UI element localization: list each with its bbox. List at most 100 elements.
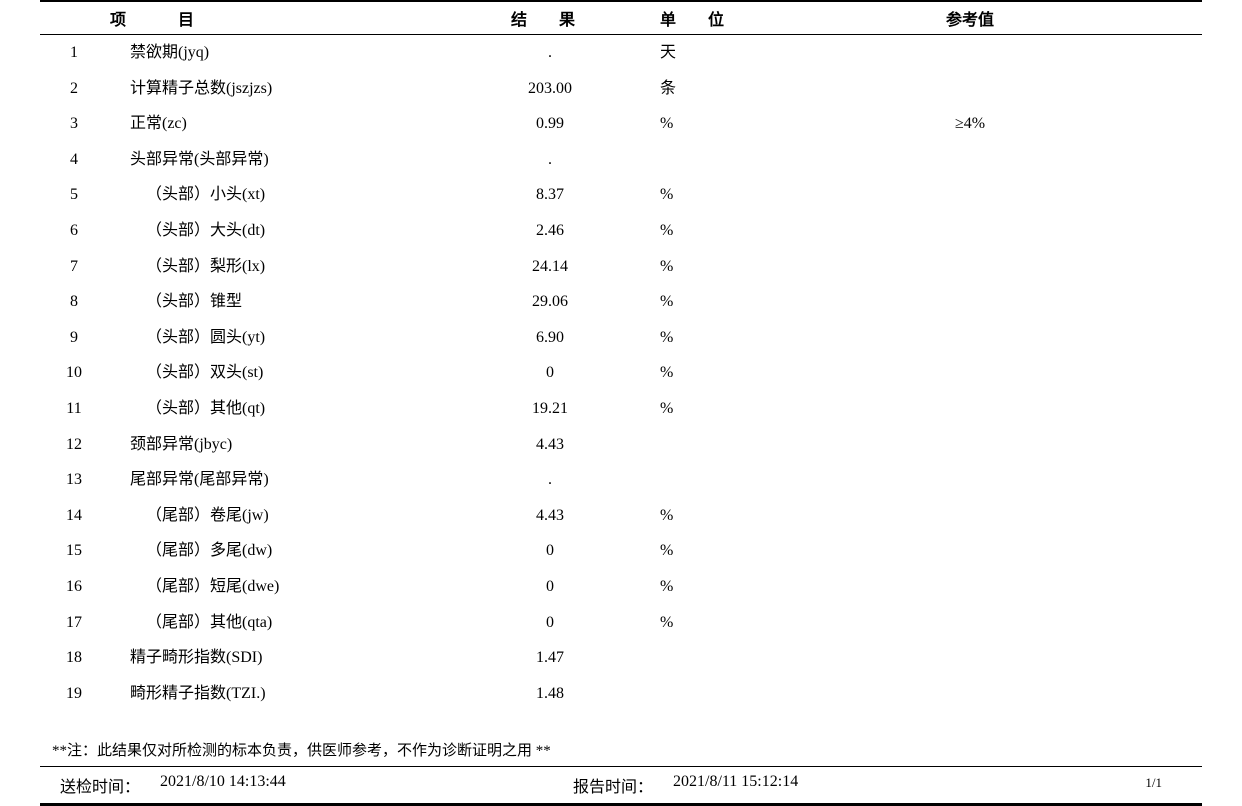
row-reference xyxy=(820,218,1120,244)
row-result: 19.21 xyxy=(440,396,660,422)
row-item: （头部）锥型 xyxy=(100,289,440,315)
header-item: 项 目 xyxy=(100,6,440,30)
row-index: 3 xyxy=(40,111,100,137)
table-row: 7（头部）梨形(lx)24.14% xyxy=(40,249,1202,285)
row-index: 4 xyxy=(40,147,100,173)
report-time: 2021/8/11 15:12:14 xyxy=(673,773,798,797)
row-unit: % xyxy=(660,218,820,244)
row-index: 18 xyxy=(40,645,100,671)
row-item: 头部异常(头部异常) xyxy=(100,147,440,173)
row-item: 尾部异常(尾部异常) xyxy=(100,467,440,493)
row-reference xyxy=(820,432,1120,458)
row-item-text: （头部）梨形(lx) xyxy=(110,254,265,280)
row-item: （头部）其他(qt) xyxy=(100,396,440,422)
header-unit: 单 位 xyxy=(660,6,820,30)
row-item: 禁欲期(jyq) xyxy=(100,40,440,66)
row-item: 精子畸形指数(SDI) xyxy=(100,645,440,671)
row-reference xyxy=(820,325,1120,351)
row-item-text: 禁欲期(jyq) xyxy=(110,40,209,66)
table-row: 11 （头部）其他(qt) 19.21% xyxy=(40,391,1202,427)
table-header-row: 项 目 结 果 单 位 参考值 xyxy=(40,0,1202,35)
submit-time: 2021/8/10 14:13:44 xyxy=(160,773,286,797)
row-item: （头部）小头(xt) xyxy=(100,182,440,208)
row-reference xyxy=(820,147,1120,173)
row-item-text: （头部）小头(xt) xyxy=(110,182,265,208)
row-unit: % xyxy=(660,289,820,315)
row-item-text: （尾部）卷尾(jw) xyxy=(110,503,269,529)
row-result: 1.47 xyxy=(440,645,660,671)
row-result: 0 xyxy=(440,360,660,386)
row-item-text: （头部）圆头(yt) xyxy=(110,325,265,351)
row-item-text: 精子畸形指数(SDI) xyxy=(110,645,262,671)
row-unit: 天 xyxy=(660,40,820,66)
row-item-text: （尾部）短尾(dwe) xyxy=(110,574,279,600)
row-reference xyxy=(820,289,1120,315)
row-index: 12 xyxy=(40,432,100,458)
row-index: 2 xyxy=(40,76,100,102)
row-item: （头部）梨形(lx) xyxy=(100,254,440,280)
row-item-text: （尾部）多尾(dw) xyxy=(110,538,272,564)
row-result: 4.43 xyxy=(440,432,660,458)
row-index: 6 xyxy=(40,218,100,244)
table-row: 6（头部）大头(dt)2.46% xyxy=(40,213,1202,249)
table-row: 10（头部）双头(st)0% xyxy=(40,355,1202,391)
table-row: 12颈部异常(jbyc)4.43 xyxy=(40,427,1202,463)
row-reference xyxy=(820,467,1120,493)
row-item: 颈部异常(jbyc) xyxy=(100,432,440,458)
table-row: 16（尾部）短尾(dwe)0% xyxy=(40,569,1202,605)
row-result: . xyxy=(440,467,660,493)
row-index: 13 xyxy=(40,467,100,493)
row-item: （尾部）多尾(dw) xyxy=(100,538,440,564)
row-unit: % xyxy=(660,610,820,636)
footer-report: 报告时间： 2021/8/11 15:12:14 xyxy=(573,773,858,797)
row-result: 1.48 xyxy=(440,681,660,707)
row-unit xyxy=(660,147,820,173)
row-item: （尾部）卷尾(jw) xyxy=(100,503,440,529)
row-item: （头部）双头(st) xyxy=(100,360,440,386)
table-row: 2计算精子总数(jszjzs)203.00条 xyxy=(40,71,1202,107)
row-result: 0 xyxy=(440,610,660,636)
header-result-label: 结 果 xyxy=(511,12,589,29)
row-item: 正常(zc) xyxy=(100,111,440,137)
row-unit: % xyxy=(660,538,820,564)
header-result: 结 果 xyxy=(440,6,660,30)
row-item-text: 头部异常(头部异常) xyxy=(110,147,269,173)
row-index: 7 xyxy=(40,254,100,280)
row-result: 0 xyxy=(440,574,660,600)
header-unit-label: 单 位 xyxy=(660,12,738,29)
report-label: 报告时间： xyxy=(573,773,653,797)
row-item: 计算精子总数(jszjzs) xyxy=(100,76,440,102)
row-result: 29.06 xyxy=(440,289,660,315)
row-index: 14 xyxy=(40,503,100,529)
table-row: 19畸形精子指数(TZI.)1.48 xyxy=(40,676,1202,712)
footer-submit: 送检时间： 2021/8/10 14:13:44 xyxy=(60,773,286,797)
row-result: 203.00 xyxy=(440,76,660,102)
row-index: 11 xyxy=(40,396,100,422)
row-reference xyxy=(820,574,1120,600)
row-item-text: （头部）其他(qt) xyxy=(110,396,265,422)
row-unit xyxy=(660,681,820,707)
footer-page: 1/1 xyxy=(1145,773,1202,797)
row-item-text: （尾部）其他(qta) xyxy=(110,610,272,636)
table-body: 1禁欲期(jyq).天2计算精子总数(jszjzs)203.00条3正常(zc)… xyxy=(40,35,1202,711)
row-item: （头部）圆头(yt) xyxy=(100,325,440,351)
row-unit: % xyxy=(660,396,820,422)
row-reference xyxy=(820,76,1120,102)
row-item: （尾部）其他(qta) xyxy=(100,610,440,636)
page-number: 1/1 xyxy=(1145,775,1162,790)
row-item: 畸形精子指数(TZI.) xyxy=(100,681,440,707)
row-reference: ≥4% xyxy=(820,111,1120,137)
table-row: 9（头部）圆头(yt)6.90% xyxy=(40,320,1202,356)
row-index: 10 xyxy=(40,360,100,386)
header-reference-label: 参考值 xyxy=(946,12,994,29)
note-row: **注：此结果仅对所检测的标本负责，供医师参考，不作为诊断证明之用 ** xyxy=(40,711,1202,766)
row-result: . xyxy=(440,40,660,66)
row-unit: 条 xyxy=(660,76,820,102)
table-row: 14（尾部）卷尾(jw)4.43% xyxy=(40,498,1202,534)
row-result: 0 xyxy=(440,538,660,564)
row-result: . xyxy=(440,147,660,173)
table-row: 18 精子畸形指数(SDI) 1.47 xyxy=(40,640,1202,676)
submit-label: 送检时间： xyxy=(60,773,140,797)
row-item-text: （头部）双头(st) xyxy=(110,360,263,386)
row-unit: % xyxy=(660,574,820,600)
